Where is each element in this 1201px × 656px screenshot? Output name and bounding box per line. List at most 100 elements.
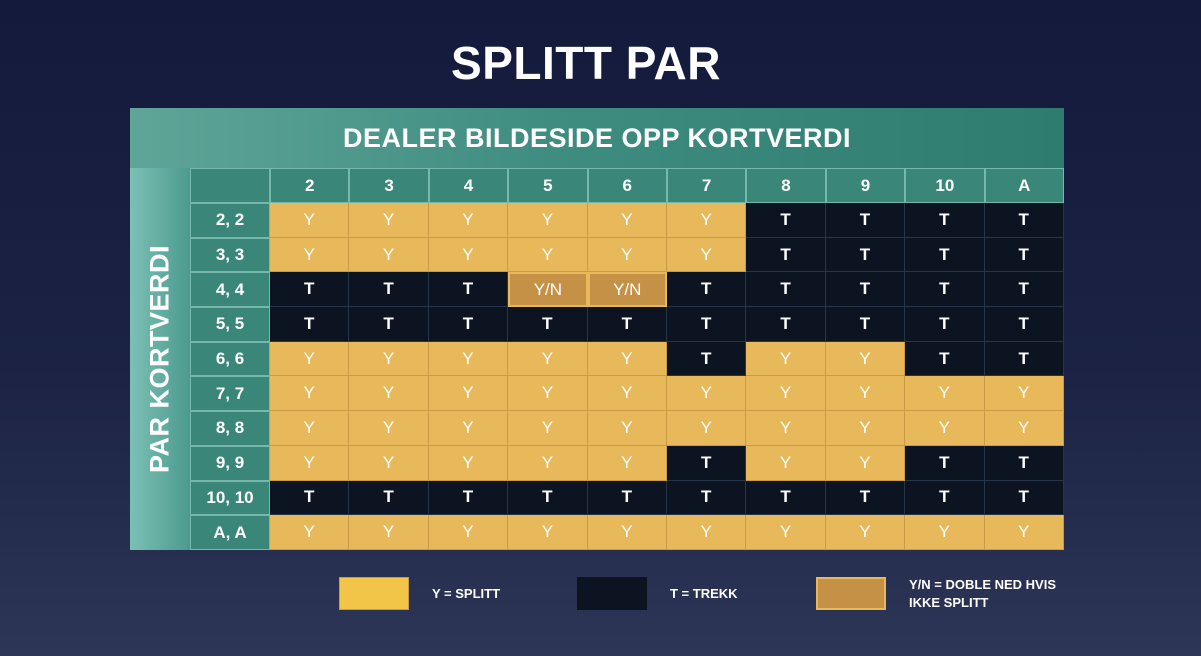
strategy-cell: Y bbox=[666, 515, 747, 550]
side-header-label: PAR KORTVERDI bbox=[144, 244, 175, 474]
strategy-cell: T bbox=[666, 307, 747, 342]
strategy-cell: T bbox=[984, 237, 1064, 273]
row-header: 2, 2 bbox=[190, 203, 270, 238]
strategy-cell: Y bbox=[905, 515, 985, 550]
row-header: 9, 9 bbox=[190, 445, 270, 481]
strategy-cell: T bbox=[905, 237, 985, 273]
strategy-cell: T bbox=[984, 272, 1064, 308]
strategy-cell: T bbox=[349, 307, 429, 342]
strategy-cell: Y bbox=[746, 445, 826, 481]
strategy-cell: T bbox=[270, 307, 350, 342]
strategy-cell: Y bbox=[984, 515, 1064, 550]
strategy-cell: Y bbox=[270, 341, 350, 377]
strategy-cell: T bbox=[905, 272, 985, 308]
column-header: 5 bbox=[508, 168, 588, 203]
legend-hit-label: T = TREKK bbox=[670, 586, 738, 601]
strategy-cell: Y bbox=[587, 411, 667, 446]
strategy-cell: Y bbox=[666, 411, 747, 446]
strategy-cell: Y bbox=[905, 376, 985, 412]
strategy-cell: T bbox=[984, 203, 1064, 238]
strategy-cell: Y bbox=[508, 376, 588, 412]
strategy-cell: Y bbox=[746, 341, 826, 377]
strategy-cell: T bbox=[428, 480, 509, 516]
row-header: 3, 3 bbox=[190, 237, 270, 273]
column-header: 3 bbox=[349, 168, 429, 203]
legend-double-label: Y/N = DOBLE NED HVIS IKKE SPLITT bbox=[909, 577, 1056, 610]
strategy-cell: Y bbox=[270, 237, 350, 273]
strategy-cell: Y bbox=[349, 445, 429, 481]
strategy-cell: T bbox=[428, 307, 509, 342]
strategy-cell: T bbox=[746, 203, 826, 238]
strategy-cell: Y bbox=[666, 237, 747, 273]
strategy-cell: Y bbox=[825, 341, 906, 377]
strategy-cell: T bbox=[508, 307, 588, 342]
strategy-cell: T bbox=[905, 480, 985, 516]
strategy-cell: T bbox=[508, 480, 588, 516]
strategy-cell: T bbox=[349, 272, 429, 308]
strategy-cell: T bbox=[825, 307, 906, 342]
strategy-cell: T bbox=[905, 341, 985, 377]
strategy-cell: Y bbox=[825, 376, 906, 412]
strategy-cell: Y bbox=[508, 445, 588, 481]
strategy-cell: T bbox=[746, 272, 826, 308]
strategy-cell: Y bbox=[349, 203, 429, 238]
strategy-cell: Y bbox=[587, 237, 667, 273]
strategy-cell: T bbox=[984, 307, 1064, 342]
legend-split-swatch bbox=[339, 577, 409, 610]
strategy-cell: Y/N bbox=[508, 272, 588, 308]
strategy-cell: T bbox=[746, 237, 826, 273]
strategy-cell: T bbox=[746, 480, 826, 516]
strategy-cell: T bbox=[825, 272, 906, 308]
strategy-cell: T bbox=[984, 445, 1064, 481]
strategy-cell: T bbox=[825, 237, 906, 273]
row-header: 4, 4 bbox=[190, 272, 270, 308]
strategy-cell: T bbox=[984, 341, 1064, 377]
strategy-cell: Y bbox=[349, 376, 429, 412]
strategy-cell: Y bbox=[428, 376, 509, 412]
strategy-cell: Y bbox=[825, 515, 906, 550]
strategy-cell: Y bbox=[428, 411, 509, 446]
column-header: 7 bbox=[666, 168, 747, 203]
strategy-cell: Y bbox=[349, 411, 429, 446]
strategy-cell: Y bbox=[825, 445, 906, 481]
row-header: 7, 7 bbox=[190, 376, 270, 412]
strategy-cell: T bbox=[746, 307, 826, 342]
strategy-cell: T bbox=[905, 203, 985, 238]
strategy-cell: T bbox=[587, 307, 667, 342]
strategy-cell: T bbox=[270, 272, 350, 308]
column-header: 6 bbox=[587, 168, 667, 203]
row-header: 6, 6 bbox=[190, 341, 270, 377]
strategy-cell: T bbox=[825, 480, 906, 516]
strategy-cell: T bbox=[270, 480, 350, 516]
strategy-cell: Y bbox=[825, 411, 906, 446]
strategy-cell: Y bbox=[746, 515, 826, 550]
strategy-cell: Y bbox=[428, 203, 509, 238]
side-header: PAR KORTVERDI bbox=[130, 168, 190, 550]
strategy-cell: Y bbox=[984, 376, 1064, 412]
column-header: A bbox=[984, 168, 1064, 203]
strategy-cell: T bbox=[587, 480, 667, 516]
strategy-cell: Y bbox=[270, 203, 350, 238]
legend-split-label: Y = SPLITT bbox=[432, 586, 501, 601]
strategy-cell: Y bbox=[428, 445, 509, 481]
strategy-cell: T bbox=[428, 272, 509, 308]
strategy-cell: Y bbox=[746, 376, 826, 412]
strategy-cell: Y bbox=[508, 411, 588, 446]
strategy-cell: Y bbox=[270, 445, 350, 481]
strategy-cell: Y bbox=[666, 203, 747, 238]
column-header: 10 bbox=[905, 168, 985, 203]
strategy-cell: Y bbox=[428, 515, 509, 550]
strategy-cell: T bbox=[666, 341, 747, 377]
strategy-cell: Y bbox=[349, 515, 429, 550]
strategy-cell: T bbox=[905, 307, 985, 342]
strategy-cell: Y bbox=[587, 376, 667, 412]
row-header: 5, 5 bbox=[190, 307, 270, 342]
dealer-header: DEALER BILDESIDE OPP KORTVERDI bbox=[130, 108, 1064, 168]
strategy-cell: Y/N bbox=[587, 272, 667, 308]
strategy-cell: T bbox=[825, 203, 906, 238]
column-header: 4 bbox=[428, 168, 509, 203]
strategy-cell: Y bbox=[587, 445, 667, 481]
row-header: 10, 10 bbox=[190, 480, 270, 516]
strategy-cell: Y bbox=[746, 411, 826, 446]
